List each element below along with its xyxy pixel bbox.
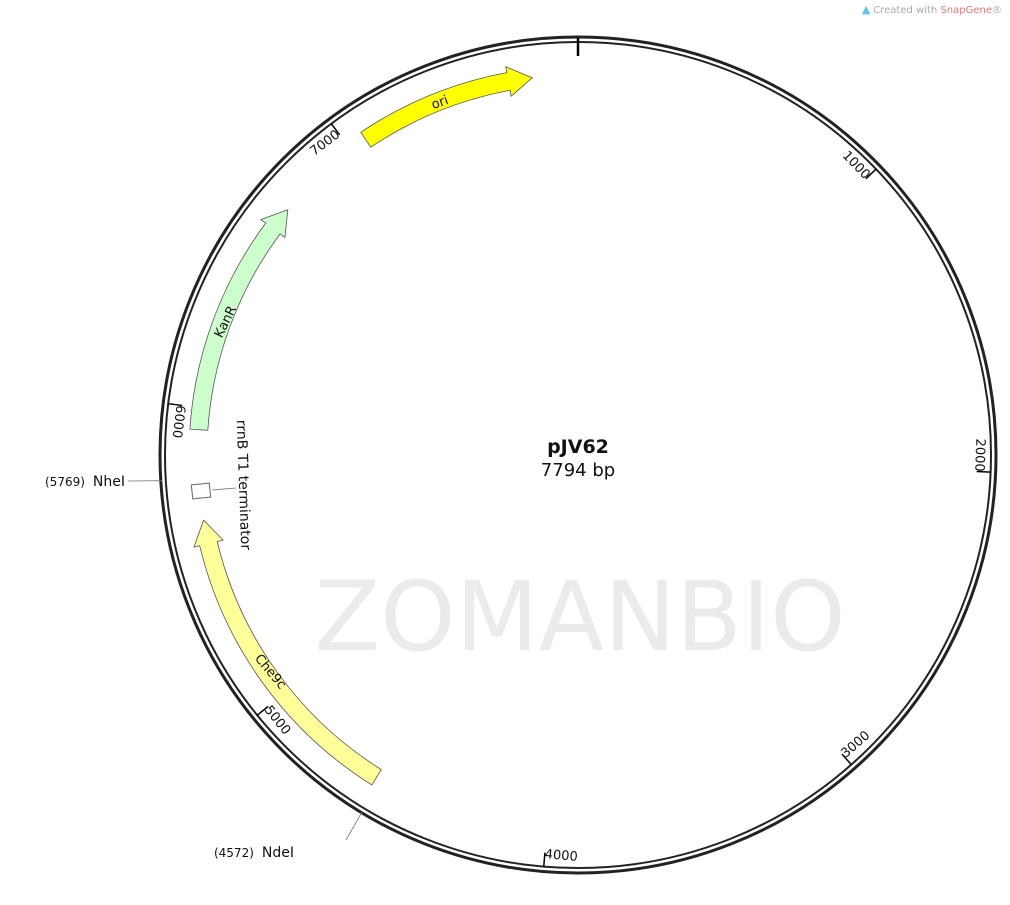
credit-brand: SnapGene (940, 5, 992, 16)
credit-prefix: Created with (873, 5, 941, 16)
feature-label: ori (429, 93, 450, 113)
feature-kanr-arrow (189, 209, 289, 431)
site-position: (5769) (45, 475, 85, 489)
terminator-leader-line (211, 487, 237, 491)
site-name: NheI (93, 474, 125, 490)
tick-label: 4000 (544, 847, 578, 865)
restriction-site-ndei: (4572) NdeI (214, 845, 294, 861)
tick-mark (542, 852, 546, 867)
snapgene-logo-icon: ▲ (861, 3, 871, 16)
site-position: (4572) (214, 846, 254, 860)
site-name: NdeI (262, 845, 294, 861)
tick-mark (865, 168, 877, 180)
backbone-outer (158, 35, 998, 875)
feature-label: rrnB T1 terminator (233, 420, 254, 551)
tick-label: 6000 (169, 404, 188, 439)
plasmid-name: pJV62 (547, 436, 609, 458)
snapgene-credit: ▲ Created with SnapGene® (862, 3, 1002, 16)
tick-label: 2000 (971, 438, 987, 472)
tick-mark (841, 753, 852, 766)
credit-suffix: ® (992, 5, 1002, 16)
tick-mark (976, 470, 991, 473)
tick-mark (168, 402, 183, 407)
plasmid-length: 7794 bp (541, 460, 615, 481)
feature-che9c-arrow (193, 519, 382, 786)
feature-ori-arrow (360, 66, 533, 148)
feature-terminator-box (190, 482, 212, 500)
restriction-site-nhei: (5769) NheI (45, 474, 125, 490)
site-leader-line (345, 811, 363, 841)
watermark: ZOMANBIO (314, 561, 845, 673)
tick-mark (256, 705, 269, 716)
tick-mark (330, 123, 341, 136)
